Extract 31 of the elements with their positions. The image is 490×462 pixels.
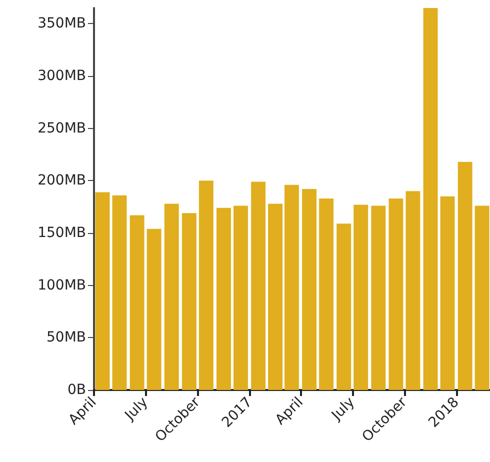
- bar: [423, 8, 438, 390]
- y-tick-label: 200MB: [38, 172, 86, 189]
- bar: [440, 196, 455, 390]
- bar: [319, 198, 334, 390]
- bar: [164, 204, 179, 390]
- bar: [234, 206, 248, 390]
- bar: [268, 204, 283, 390]
- y-tick-label: 0B: [67, 382, 86, 398]
- y-tick-label: 150MB: [38, 225, 86, 242]
- bar: [95, 192, 110, 390]
- bar: [336, 224, 352, 390]
- y-tick-label: 350MB: [38, 16, 86, 32]
- bar: [371, 206, 386, 390]
- bar: [182, 213, 196, 390]
- bar: [474, 206, 490, 390]
- y-tick-label: 50MB: [46, 330, 86, 346]
- bar: [216, 208, 231, 390]
- bar: [251, 182, 266, 390]
- bar: [130, 215, 144, 390]
- y-tick-label: 250MB: [38, 120, 86, 136]
- bar: [302, 189, 317, 390]
- bar: [458, 162, 472, 390]
- bar: [146, 228, 162, 390]
- bar: [284, 184, 299, 390]
- bar: [354, 204, 368, 390]
- bar: [406, 191, 420, 390]
- bar: [112, 195, 127, 390]
- bar: [198, 180, 214, 390]
- y-tick-label: 300MB: [38, 68, 86, 84]
- y-tick-label: 100MB: [38, 277, 86, 294]
- bar: [388, 198, 404, 390]
